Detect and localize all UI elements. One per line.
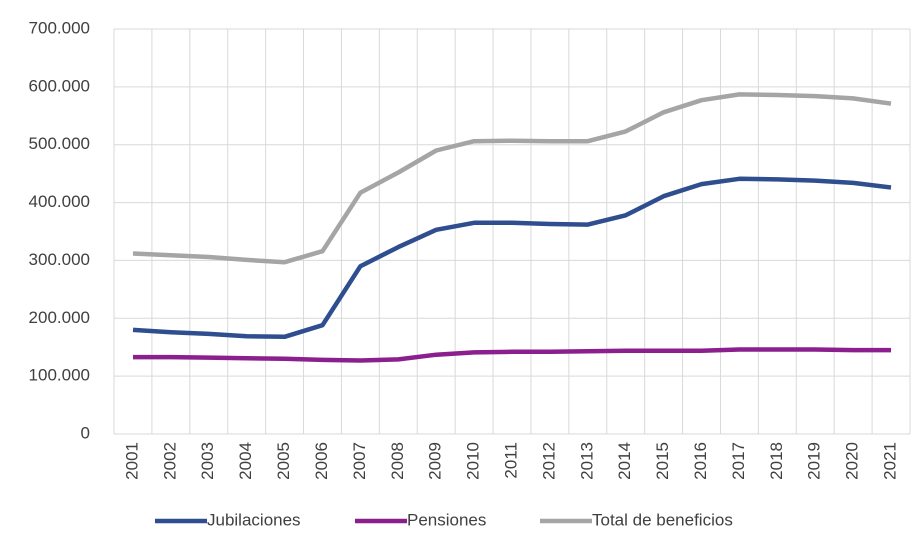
series-line	[132, 92, 892, 265]
x-tick-label: 2021	[881, 442, 900, 480]
x-tick-label: 2002	[160, 442, 179, 480]
legend-label: Total de beneficios	[592, 510, 733, 529]
y-tick-label: 400.000	[29, 192, 90, 211]
y-tick-label: 300.000	[29, 250, 90, 269]
y-tick-label: 200.000	[29, 308, 90, 327]
x-tick-label: 2013	[577, 442, 596, 480]
x-tick-label: 2014	[615, 442, 634, 480]
y-tick-label: 500.000	[29, 134, 90, 153]
legend-label: Pensiones	[407, 510, 486, 529]
x-tick-label: 2003	[198, 442, 217, 480]
y-tick-label: 0	[81, 423, 90, 442]
x-tick-label: 2016	[691, 442, 710, 480]
y-tick-label: 600.000	[29, 76, 90, 95]
x-tick-label: 2005	[274, 442, 293, 480]
y-tick-label: 700.000	[29, 18, 90, 37]
x-tick-label: 2012	[539, 442, 558, 480]
x-tick-label: 2011	[501, 442, 520, 479]
x-tick-label: 2007	[350, 442, 369, 480]
y-tick-label: 100.000	[29, 366, 90, 385]
series-line	[133, 347, 891, 363]
x-tick-label: 2010	[464, 442, 483, 480]
x-tick-label: 2006	[312, 442, 331, 480]
x-tick-label: 2004	[236, 442, 255, 480]
x-tick-label: 2001	[122, 442, 141, 480]
series-line	[132, 176, 892, 340]
x-tick-label: 2020	[843, 442, 862, 480]
legend-label: Jubilaciones	[207, 510, 301, 529]
x-tick-label: 2015	[653, 442, 672, 480]
x-tick-label: 2017	[729, 442, 748, 480]
x-tick-label: 2009	[426, 442, 445, 480]
x-tick-label: 2008	[388, 442, 407, 480]
x-tick-label: 2019	[805, 442, 824, 480]
x-tick-label: 2018	[767, 442, 786, 480]
